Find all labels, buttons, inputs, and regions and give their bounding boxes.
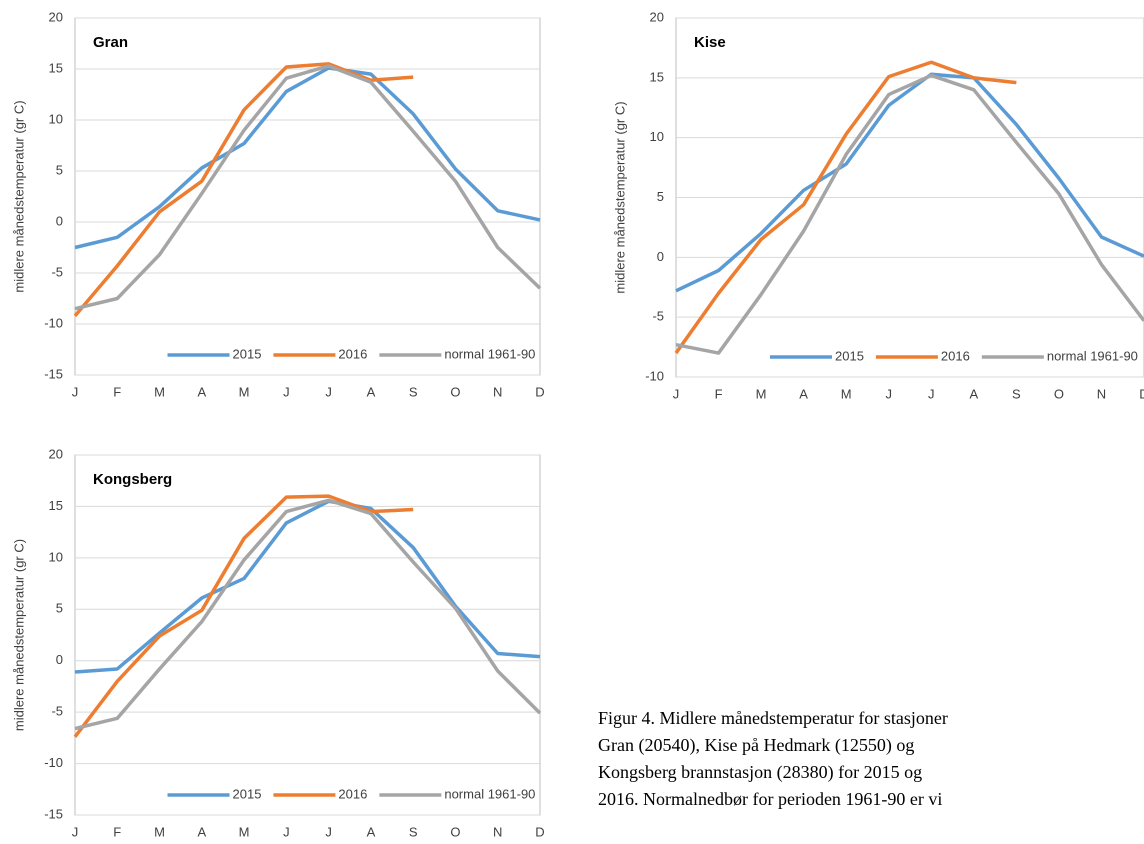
x-tick-label: J [928,386,935,401]
series-line [74,66,541,250]
legend-label: normal 1961-90 [444,346,535,361]
y-tick-label: 5 [56,162,63,177]
y-axis-label: midlere månedstemperatur (gr C) [11,539,26,731]
x-tick-label: M [239,824,250,839]
y-tick-label: 15 [49,60,63,75]
x-tick-label: A [799,386,808,401]
series-line [675,72,1144,293]
caption-line: Gran (20540), Kise på Hedmark (12550) og [598,735,914,756]
x-tick-label: J [325,384,332,399]
y-tick-label: 15 [650,69,664,84]
x-tick-label: S [409,384,418,399]
legend-label: 2016 [338,786,367,801]
x-tick-label: A [197,824,206,839]
series-line [674,60,1017,355]
legend-label: 2016 [941,348,970,363]
x-tick-label: J [283,384,290,399]
y-tick-label: 20 [49,446,63,461]
x-tick-label: A [367,824,376,839]
legend-label: 2015 [233,786,262,801]
y-tick-label: -15 [44,806,63,821]
x-tick-label: N [493,824,502,839]
legend-label: 2015 [835,348,864,363]
y-tick-label: 20 [49,9,63,24]
x-tick-label: S [409,824,418,839]
y-tick-label: -15 [44,366,63,381]
y-tick-label: -5 [51,704,63,719]
x-tick-label: S [1012,386,1021,401]
plot-frame [74,454,541,816]
y-axis-label: midlere månedstemperatur (gr C) [612,101,627,293]
x-tick-label: N [493,384,502,399]
chart-title: Kongsberg [93,471,172,488]
x-tick-label: J [673,386,680,401]
x-tick-label: A [969,386,978,401]
y-tick-label: -5 [652,309,664,324]
y-tick-label: -10 [645,368,664,383]
legend-label: normal 1961-90 [1047,348,1138,363]
x-tick-label: O [450,824,460,839]
caption-line: Kongsberg brannstasjon (28380) for 2015 … [598,762,922,783]
y-axis-label: midlere månedstemperatur (gr C) [11,100,26,292]
y-tick-label: 10 [650,129,664,144]
x-tick-label: O [450,384,460,399]
x-tick-label: J [885,386,892,401]
x-tick-label: J [283,824,290,839]
x-tick-label: J [72,384,79,399]
y-tick-label: 5 [657,189,664,204]
x-tick-label: F [113,824,121,839]
y-tick-label: 20 [650,9,664,24]
y-tick-label: 15 [49,498,63,513]
caption-line: Figur 4. Midlere månedstemperatur for st… [598,708,948,728]
y-tick-label: -10 [44,315,63,330]
x-tick-label: D [535,384,544,399]
series-line [74,64,542,311]
series-line [675,73,1144,355]
x-tick-label: M [154,384,165,399]
x-tick-label: A [197,384,206,399]
legend-label: 2015 [233,346,262,361]
chart-title: Kise [694,34,726,51]
legend-label: 2016 [338,346,367,361]
x-tick-label: D [535,824,544,839]
series-line [73,494,414,738]
caption-line: 2016. Normalnedbør for perioden 1961-90 … [598,789,942,809]
y-tick-label: 10 [49,549,63,564]
x-tick-label: D [1139,386,1144,401]
x-tick-label: J [325,824,332,839]
x-tick-label: M [756,386,767,401]
x-tick-label: N [1097,386,1106,401]
x-tick-label: J [72,824,79,839]
y-tick-label: 5 [56,601,63,616]
x-tick-label: F [113,384,121,399]
x-tick-label: M [154,824,165,839]
x-tick-label: M [239,384,250,399]
y-tick-label: -5 [51,264,63,279]
y-tick-label: 0 [56,652,63,667]
y-tick-label: 0 [56,213,63,228]
chart-title: Gran [93,34,128,51]
x-tick-label: A [367,384,376,399]
x-tick-label: M [841,386,852,401]
y-tick-label: 10 [49,111,63,126]
legend-label: normal 1961-90 [444,786,535,801]
series-line [74,499,541,674]
x-tick-label: F [715,386,723,401]
series-line [74,498,542,731]
y-tick-label: 0 [657,249,664,264]
y-tick-label: -10 [44,755,63,770]
series-line [73,62,414,317]
x-tick-label: O [1054,386,1064,401]
